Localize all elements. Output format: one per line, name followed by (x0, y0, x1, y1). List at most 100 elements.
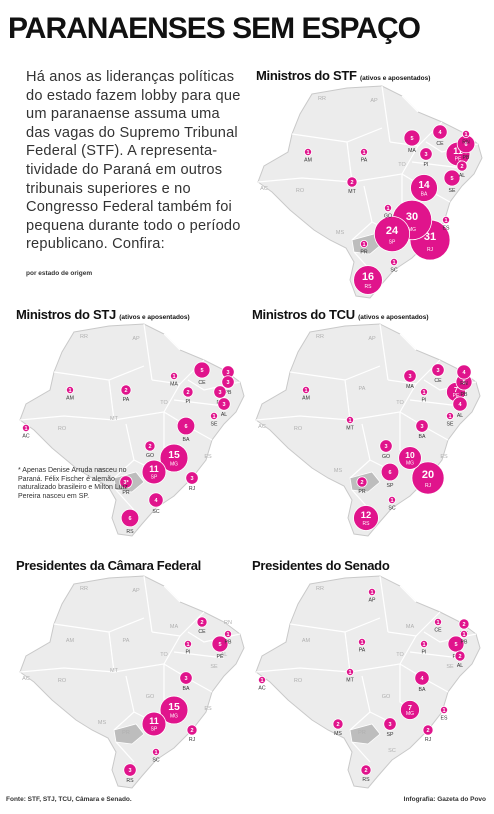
marker-value-pe: 3 (218, 390, 221, 396)
marker-pa: 1 PA (360, 148, 369, 164)
marker-label-pe: PE (455, 157, 462, 163)
marker-ac: 1 AC (21, 424, 30, 440)
state-border (19, 667, 115, 673)
state-label-es: ES (204, 454, 212, 460)
marker-circle-ms (332, 718, 344, 730)
marker-value-sc: 1 (390, 498, 393, 504)
marker-label-sp: SP (387, 732, 394, 738)
state-label-pr: PR (122, 730, 130, 736)
state-border (387, 611, 441, 637)
map-stf: AC RO TO MS AP RR 31 RJ 30 MG 24 SP 16 RS 14 BA 11 PE 6 PB 5… (252, 82, 486, 304)
marker-label-pb: PB (225, 640, 232, 646)
marker-label-sc: SC (388, 506, 395, 512)
marker-value-al: 3 (222, 402, 225, 408)
marker-rn: 1 RN (461, 130, 470, 146)
state-label-ms: MS (98, 720, 107, 726)
state-border (344, 631, 351, 673)
state-border (173, 651, 225, 659)
marker-circle-rn (461, 130, 470, 139)
marker-label-al: AL (459, 173, 465, 179)
marker-pe: 5 PE (211, 635, 229, 660)
marker-value-sp: 11 (149, 716, 158, 726)
marker-ba: 3 BA (415, 419, 429, 440)
marker-circle-rs (353, 265, 383, 295)
marker-value-rs: 2 (364, 768, 367, 774)
marker-value-rs: 3 (128, 768, 131, 774)
marker-circle-pe (211, 635, 229, 653)
marker-value-ba: 4 (420, 676, 424, 682)
marker-value-pa: 1 (360, 640, 363, 646)
marker-value-ma: 3 (408, 374, 411, 380)
marker-value-pb: 1 (462, 632, 465, 638)
marker-value-pb: 5 (462, 380, 465, 386)
state-border (163, 663, 213, 693)
marker-circle-pi (182, 386, 194, 398)
marker-value-mg: 15 (168, 702, 180, 713)
state-label-ap: AP (132, 588, 140, 594)
marker-circle-pi (419, 147, 433, 161)
state-border (409, 399, 461, 407)
state-label-go: GO (382, 694, 391, 700)
marker-value-mg: 10 (405, 450, 415, 460)
marker-circle-mt (346, 668, 355, 677)
marker-value-ba: 14 (418, 180, 430, 191)
state-label-to: TO (396, 400, 404, 406)
marker-rs: 2 RS (360, 764, 372, 783)
brazil-outline (257, 85, 483, 299)
marker-circle-ba (414, 670, 430, 686)
marker-label-mt: MT (348, 189, 356, 195)
marker-label-mg: MG (408, 227, 416, 233)
state-label-ac: AC (260, 186, 268, 192)
marker-pr: 3* PR (119, 475, 133, 496)
state-border (349, 711, 371, 731)
marker-sc: 1 SC (389, 257, 398, 274)
panel-title-stf: Ministros do STF (ativos e aposentados) (256, 68, 430, 83)
marker-circle-pe (447, 635, 465, 653)
state-border (115, 489, 135, 511)
state-border (411, 161, 463, 169)
state-label-to: TO (398, 162, 406, 168)
marker-circle-pa (358, 638, 367, 647)
marker-value-pe: 5 (218, 642, 221, 648)
state-label-am: AM (302, 638, 311, 644)
marker-value-mg: 30 (406, 211, 418, 223)
marker-circle-mg (400, 700, 420, 720)
marker-ma: 5 MA (403, 129, 421, 154)
marker-mt: 1 MT (346, 416, 355, 432)
marker-circle-se (443, 169, 461, 187)
marker-value-pa: 1 (362, 150, 365, 156)
state-border (401, 95, 419, 113)
marker-value-ac: 1 (24, 426, 27, 432)
marker-circle-es (439, 705, 448, 714)
marker-circle-mt (346, 176, 358, 188)
marker-label-pi: PI (186, 650, 191, 656)
marker-label-rj: RJ (425, 483, 432, 489)
marker-circle-ma (403, 369, 417, 383)
marker-circle-sp (380, 462, 400, 482)
marker-value-mt: 1 (348, 418, 351, 424)
marker-value-rn: 4 (462, 370, 466, 376)
marker-value-rj: 20 (422, 469, 434, 481)
marker-circle-pi (419, 640, 428, 649)
marker-label-am: AM (66, 396, 74, 402)
marker-circle-pe (213, 385, 227, 399)
marker-value-pi: 1 (186, 642, 189, 648)
marker-value-ce: 5 (200, 368, 203, 374)
marker-ba: 4 BA (414, 670, 430, 693)
marker-value-pr: 2 (360, 480, 363, 486)
state-label-ap: AP (368, 336, 376, 342)
panel-title-senado: Presidentes do Senado (252, 558, 390, 573)
state-label-ms: MS (98, 468, 107, 474)
marker-label-rs: RS (365, 284, 373, 290)
state-border (349, 459, 371, 479)
state-border (163, 333, 181, 351)
marker-value-ce: 1 (436, 620, 439, 626)
marker-value-pa: 2 (124, 388, 127, 394)
state-label-al: AL (221, 652, 228, 658)
marker-ac: 1 AC (257, 676, 266, 692)
brazil-outline (255, 575, 481, 789)
marker-label-se: SE (449, 188, 456, 194)
marker-value-pb: 1 (226, 632, 229, 638)
state-label-es: ES (440, 454, 448, 460)
